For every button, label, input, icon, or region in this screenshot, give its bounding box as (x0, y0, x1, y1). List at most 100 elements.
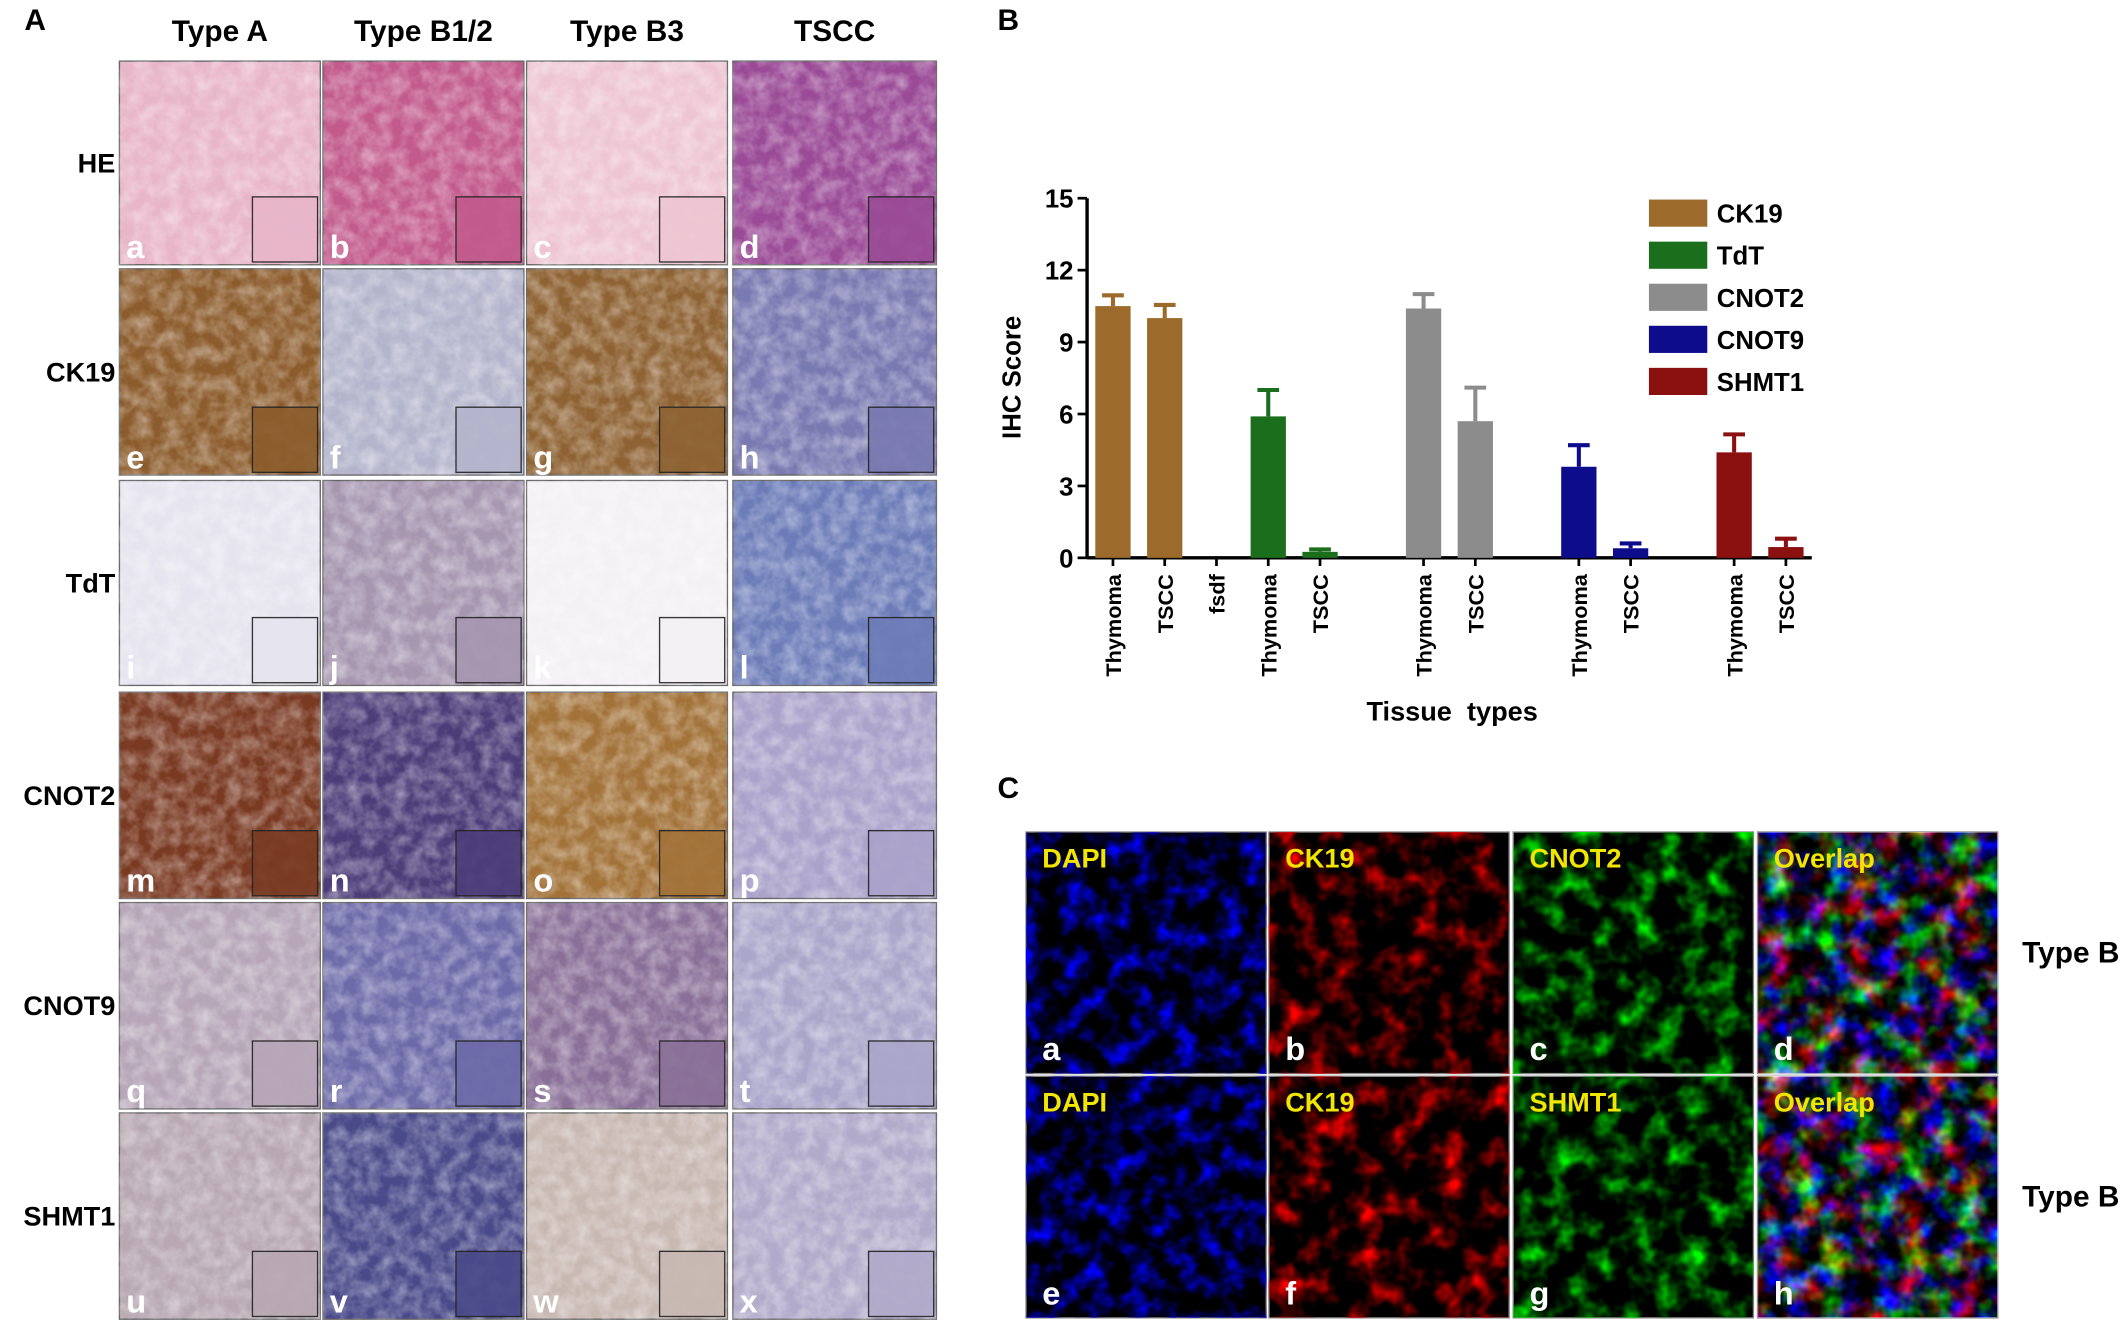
panel-letter: j (329, 650, 339, 686)
x-tick-label: Thymoma (1412, 573, 1437, 676)
column-header: TSCC (794, 15, 875, 48)
legend-swatch (1648, 241, 1708, 269)
y-tick-label: 3 (1059, 473, 1073, 501)
panel-letter: d (1774, 1031, 1794, 1067)
panel-letter: a (126, 229, 145, 265)
inset (867, 1040, 935, 1107)
error-bar (1309, 547, 1331, 552)
panel-letter: c (533, 229, 551, 265)
panel-letter: b (1285, 1031, 1305, 1067)
row-label: Type B (2022, 1181, 2119, 1214)
panel-letter: d (740, 229, 760, 265)
x-tick-label: TSCC (1308, 574, 1333, 633)
panel-letter: f (330, 439, 341, 475)
channel-label: SHMT1 (1530, 1087, 1622, 1118)
x-axis-title: Tissue types (1366, 696, 1537, 727)
inset (455, 829, 522, 897)
panel-label: B (998, 4, 1020, 37)
inset (251, 616, 319, 684)
panel-letter: p (740, 863, 760, 899)
legend-label: CNOT2 (1717, 285, 1804, 313)
legend-swatch (1648, 283, 1708, 311)
panel-letter: h (1774, 1275, 1794, 1311)
channel-label: DAPI (1042, 1087, 1107, 1118)
inset (251, 406, 319, 474)
panel-letter: m (126, 863, 155, 899)
panel-letter: f (1285, 1275, 1296, 1311)
inset (867, 1250, 935, 1318)
bar (1302, 551, 1338, 558)
x-tick-label: TSCC (1153, 574, 1178, 633)
bar (1457, 421, 1493, 558)
inset (658, 406, 726, 474)
panel-letter: g (1530, 1275, 1550, 1311)
error-bar (1723, 432, 1745, 453)
fluorescence-signal (1513, 832, 1754, 1074)
y-tick-label: 0 (1059, 545, 1073, 573)
channel-label: CNOT2 (1530, 842, 1622, 873)
panel-letter: t (740, 1073, 751, 1109)
inset (251, 1250, 319, 1318)
panel-letter: s (533, 1073, 551, 1109)
row-label: CK19 (46, 356, 115, 387)
legend-swatch (1648, 325, 1708, 353)
x-tick-label: fsdf (1205, 573, 1230, 614)
row-label: SHMT1 (23, 1201, 115, 1232)
column-header: Type B3 (570, 15, 684, 48)
panel-letter: l (740, 650, 749, 686)
panel-letter: g (533, 439, 553, 475)
inset (251, 829, 319, 897)
panel-letter: c (1530, 1031, 1548, 1067)
panel-letter: e (126, 439, 144, 475)
inset (658, 196, 726, 263)
x-tick-label: TSCC (1463, 574, 1488, 633)
bar (1095, 306, 1131, 558)
bar (1250, 416, 1286, 558)
x-tick-label: Thymoma (1567, 573, 1592, 676)
fluorescence-signal (1513, 1076, 1754, 1318)
channel-label: Overlap (1774, 1087, 1875, 1118)
inset (867, 406, 935, 474)
channel-label: DAPI (1042, 842, 1107, 873)
inset (251, 1040, 319, 1107)
x-tick-label: TSCC (1774, 574, 1799, 633)
panel-letter: v (330, 1283, 348, 1319)
bar (1716, 452, 1752, 558)
row-label: CNOT2 (23, 780, 115, 811)
panel-letter: e (1042, 1275, 1060, 1311)
y-tick-label: 9 (1059, 330, 1073, 358)
panel-letter: x (740, 1283, 758, 1319)
panel-letter: w (532, 1283, 559, 1319)
panel-letter: i (126, 650, 135, 686)
legend-label: CK19 (1717, 201, 1783, 229)
inset (867, 829, 935, 897)
inset (658, 616, 726, 684)
error-bar (1619, 541, 1642, 549)
bar (1561, 466, 1597, 558)
legend-label: TdT (1717, 243, 1764, 271)
panel-letter: h (740, 439, 760, 475)
inset (455, 196, 522, 263)
bar (1147, 318, 1183, 558)
panel-letter: b (330, 229, 350, 265)
x-tick-label: Thymoma (1256, 573, 1281, 676)
x-tick-label: Thymoma (1722, 573, 1747, 676)
legend-label: CNOT9 (1717, 327, 1804, 355)
panel-letter: n (330, 863, 350, 899)
column-header: Type B1/2 (354, 15, 493, 48)
fluorescence-signal (1757, 1076, 1998, 1318)
inset (455, 1040, 522, 1107)
row-label: HE (78, 147, 116, 178)
fluorescence-signal (1268, 1076, 1510, 1318)
panel-label: C (998, 772, 1020, 805)
row-label: TdT (66, 567, 116, 598)
panel-letter: q (126, 1073, 146, 1109)
legend-swatch (1648, 199, 1708, 227)
y-axis-title: IHC Score (999, 316, 1027, 439)
inset (455, 1250, 522, 1318)
y-tick-label: 12 (1045, 258, 1074, 286)
error-bar (1257, 387, 1280, 417)
inset (455, 406, 522, 474)
